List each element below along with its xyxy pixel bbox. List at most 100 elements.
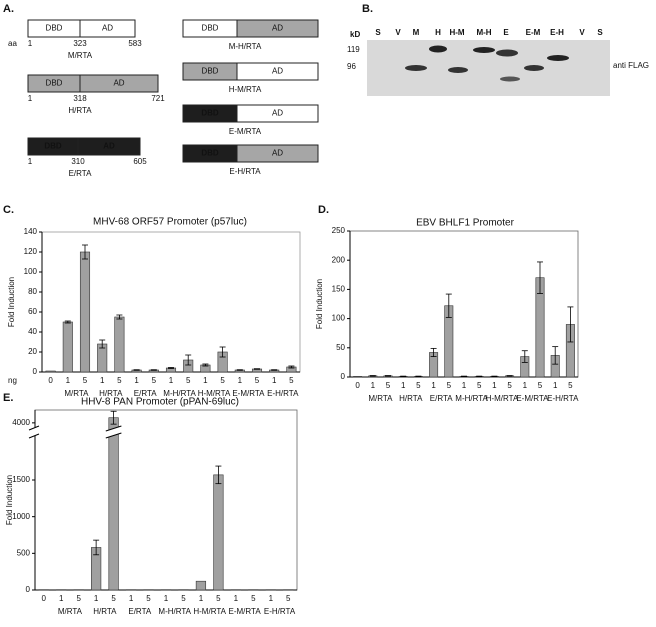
aa-label: aa [8,39,17,48]
x-tick-label: 5 [152,376,157,385]
x-tick-label: 5 [117,376,122,385]
ad-label: AD [272,24,283,33]
group-label: M-H/RTA [455,394,488,403]
dbd-label: DBD [46,24,63,33]
marker-label: 119 [347,45,360,54]
band [473,47,495,53]
aa-position: 310 [71,157,85,166]
y-tick-label: 120 [24,247,38,256]
bar [109,418,119,590]
group-label: H-M/RTA [193,607,226,616]
y-tick-label: 40 [28,327,37,336]
x-tick-label: 1 [134,376,139,385]
band [524,65,544,71]
construct-name: E-M/RTA [229,127,262,136]
x-tick-label: 1 [129,594,134,603]
dbd-label: DBD [202,67,219,76]
x-tick-label: 5 [181,594,186,603]
bar [115,317,124,372]
bar [196,581,206,590]
x-tick-label: 5 [568,381,573,390]
aa-position: 1 [28,94,33,103]
y-tick-label: 100 [24,267,38,276]
x-tick-label: 5 [286,594,291,603]
ad-label: AD [113,79,124,88]
group-label: H/RTA [399,394,423,403]
antibody-label: anti FLAG [613,61,649,70]
chart-title: EBV BHLF1 Promoter [416,218,514,229]
ad-label: AD [102,24,113,33]
x-tick-label: 1 [199,594,204,603]
y-tick-label: 250 [332,226,346,235]
lane-label: M [413,28,420,37]
aa-position: 1 [28,157,33,166]
x-tick-label: 1 [523,381,528,390]
y-tick-label: 0 [341,372,346,381]
bar [353,376,361,377]
panel-label: A. [3,3,14,15]
y-tick-label: 0 [33,367,38,376]
group-label: M-H/RTA [158,607,191,616]
dbd-label: DBD [201,109,219,118]
lane-label: V [579,28,585,37]
x-tick-label: 5 [507,381,512,390]
x-tick-label: 1 [553,381,558,390]
x-tick-label: 5 [251,594,256,603]
y-tick-label: 500 [17,548,31,557]
ad-label: AD [272,67,283,76]
x-tick-label: 1 [269,594,274,603]
chart-title: HHV-8 PAN Promoter (pPAN-69luc) [81,397,239,408]
x-tick-label: 5 [289,376,294,385]
x-tick-label: 0 [48,376,53,385]
construct-name: M-H/RTA [229,42,262,51]
construct-name: H/RTA [68,106,92,115]
aa-position: 1 [28,39,33,48]
dbd-label: DBD [44,142,62,151]
x-tick-label: 1 [59,594,64,603]
x-tick-label: 5 [416,381,421,390]
dbd-label: DBD [202,24,219,33]
x-tick-label: 1 [94,594,99,603]
x-axis-title: ng [8,376,17,385]
x-tick-label: 0 [42,594,47,603]
blot-unit: kD [350,30,360,39]
y-axis-title: Fold Induction [315,279,324,329]
band [448,67,468,73]
group-label: E-M/RTA [516,394,549,403]
group-label: E-H/RTA [267,389,299,398]
ad-label: AD [272,109,283,118]
x-tick-label: 5 [111,594,116,603]
x-tick-label: 1 [66,376,71,385]
lane-label: S [375,28,381,37]
group-label: H-M/RTA [486,394,519,403]
group-label: E/RTA [128,607,151,616]
group-label: E-M/RTA [229,607,262,616]
x-tick-label: 1 [371,381,376,390]
y-tick-label: 200 [332,255,346,264]
lane-label: E-M [526,28,541,37]
lane-label: S [597,28,603,37]
y-tick-label: 150 [332,285,346,294]
aa-position: 605 [133,157,147,166]
dbd-label: DBD [46,79,63,88]
x-tick-label: 1 [234,594,239,603]
x-tick-label: 5 [255,376,260,385]
panel-label: D. [318,204,329,216]
y-tick-label: 1500 [12,475,30,484]
construct-name: M/RTA [68,51,93,60]
construct-name: E/RTA [69,169,92,178]
y-tick-label: 60 [28,307,37,316]
y-axis-title: Fold Induction [7,277,16,327]
bar [63,322,72,372]
bar [80,252,89,372]
x-tick-label: 1 [272,376,277,385]
x-tick-label: 5 [447,381,452,390]
ad-label: AD [272,149,283,158]
aa-position: 318 [73,94,87,103]
x-tick-label: 5 [216,594,221,603]
band [405,65,427,71]
construct-name: H-M/RTA [229,85,262,94]
group-label: E-H/RTA [547,394,579,403]
plot-frame [35,410,297,590]
